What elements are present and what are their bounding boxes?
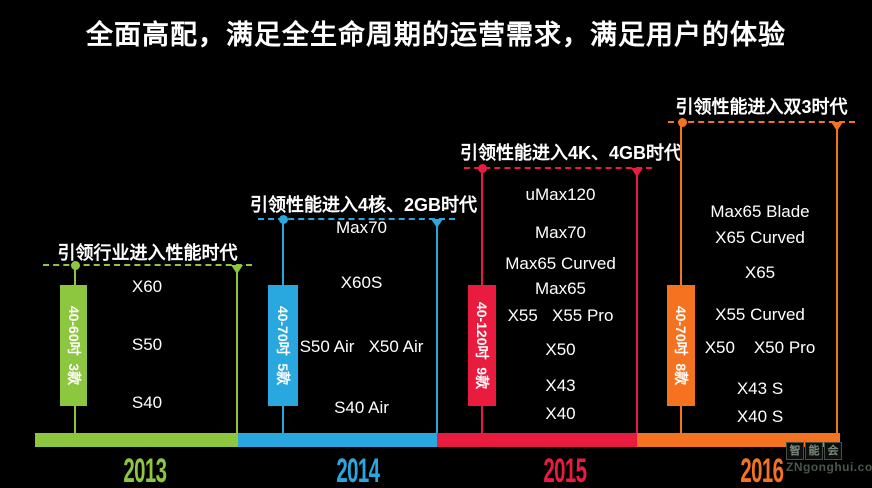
era-2013-products: X60 S50 S40 [67,0,227,433]
era-2013-size-bar: 40-60吋 3款 [60,285,87,406]
product-row: Max65 [534,279,587,298]
era-2016-products: Max65 Blade X65 Curved X65 X55 Curved X5… [681,0,839,433]
era-2015-annotation: 引领性能进入4K、4GB时代 [460,143,683,163]
era-2015-products: uMax120 Max70 Max65 Curved Max65 X55 X55… [482,0,639,433]
page-title: 全面高配，满足全生命周期的运营需求，满足用户的体验 [86,20,786,50]
product-row: X55 Curved [715,305,805,324]
product-row: Max70 [335,218,388,237]
era-2014-annotation: 引领性能进入4核、2GB时代 [250,195,478,215]
product-row: X50 X50 Pro [704,338,816,357]
product-row: X43 S [736,379,784,398]
timeline-segment-2015 [437,433,637,447]
timeline-segment-2013 [35,433,238,447]
product-row: S50 Air X50 Air [299,337,424,356]
product-row: X43 [545,376,576,395]
product-row: X65 [744,263,776,282]
product-row: X65 Curved [715,228,805,247]
era-2015-right-line [636,168,638,433]
era-2016-dashed-line [668,121,855,123]
product-row: X50 [545,340,576,359]
era-2016-right-line [836,122,838,433]
product-row: X60 [131,277,163,296]
product-row: X60S [340,273,383,292]
product-row: Max65 Curved [505,254,616,273]
era-2013-dashed-line [43,264,252,266]
era-2016-annotation: 引领性能进入双3时代 [675,97,848,117]
era-2016-size-bar: 40-70吋 8款 [667,285,695,406]
product-row: S50 [131,335,163,354]
era-2014-products: Max70 X60S S50 Air X50 Air S40 Air [285,0,438,433]
product-row: Max65 Blade [710,202,810,221]
timeline-segment-2014 [238,433,437,447]
product-row: Max70 [534,223,587,242]
watermark-logo-char: 会 [824,442,842,460]
product-row: X55 X55 Pro [507,306,614,325]
year-label-2016: 2016 [740,452,785,488]
era-2013-annotation: 引领行业进入性能时代 [57,243,238,263]
watermark-url: ZNgonghui.com [786,460,872,474]
era-2016-left-line [680,122,682,433]
era-2016-dot-icon [678,118,687,127]
era-2014-right-line [436,219,438,433]
year-label-2015: 2015 [543,452,588,488]
watermark-logo-char: 智 [786,442,804,460]
year-label-2013: 2013 [123,452,168,488]
watermark-logo: 智能会 ZNgonghui.com [786,442,872,474]
product-row: S40 Air [334,398,389,417]
product-row: X40 S [736,407,784,426]
product-row: S40 [131,393,163,412]
year-label-2014: 2014 [336,452,381,488]
era-2013-right-line [236,265,238,433]
product-row: X40 [545,404,576,423]
era-2015-size-bar: 40-120吋 9款 [468,285,496,406]
era-2014-dashed-line [258,218,455,220]
era-2014-size-bar: 40-70吋 5款 [268,285,298,406]
product-row: uMax120 [525,185,596,204]
era-2015-dashed-line [464,167,652,169]
watermark-logo-char: 能 [805,442,823,460]
